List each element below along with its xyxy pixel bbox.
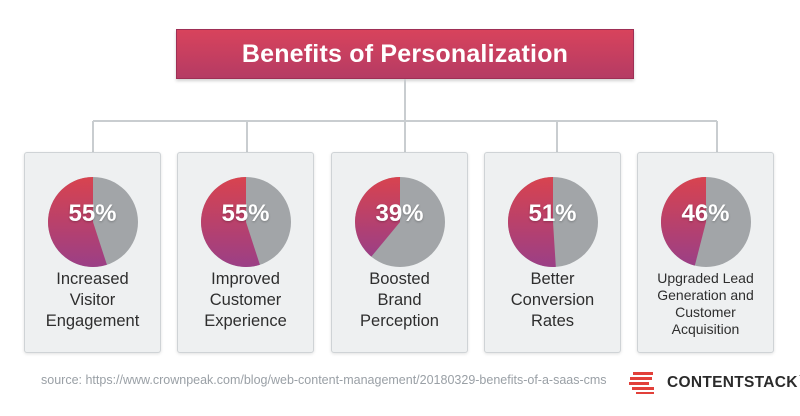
benefit-card: 55% Increased Visitor Engagement — [24, 152, 161, 353]
benefit-card: 46% Upgraded Lead Generation and Customer… — [637, 152, 774, 353]
contentstack-logo-icon — [629, 372, 654, 394]
pie-slice-value — [48, 177, 107, 267]
pie-slice-value — [508, 177, 556, 267]
benefit-card: 39% Boosted Brand Perception — [331, 152, 468, 353]
pie-slice-value — [201, 177, 260, 267]
pie-slice-value — [355, 177, 400, 257]
pie-chart — [508, 177, 598, 267]
percentage-label: 55% — [221, 200, 270, 227]
benefit-label: Improved Customer Experience — [204, 270, 287, 330]
benefit-label: Boosted Brand Perception — [360, 270, 439, 330]
percentage-label: 55% — [68, 200, 117, 227]
source-citation: source: https://www.crownpeak.com/blog/w… — [41, 373, 607, 387]
benefit-label: Better Conversion Rates — [510, 270, 595, 330]
pie-chart — [201, 177, 291, 267]
pie-slice-value — [661, 177, 706, 266]
benefit-card: 55% Improved Customer Experience — [177, 152, 314, 353]
percentage-label: 51% — [528, 200, 577, 227]
pie-chart — [48, 177, 138, 267]
benefit-label: Increased Visitor Engagement — [45, 270, 140, 330]
percentage-label: 39% — [375, 200, 424, 227]
benefit-label: Upgraded Lead Generation and Customer Ac… — [657, 270, 754, 337]
page-title: Benefits of Personalization — [176, 29, 634, 79]
brand-logo: CONTENTSTACK™ — [629, 370, 800, 396]
pie-chart — [355, 177, 445, 267]
benefit-card: 51% Better Conversion Rates — [484, 152, 621, 353]
brand-name: CONTENTSTACK™ — [667, 374, 800, 391]
percentage-label: 46% — [681, 200, 730, 227]
pie-chart — [661, 177, 751, 267]
